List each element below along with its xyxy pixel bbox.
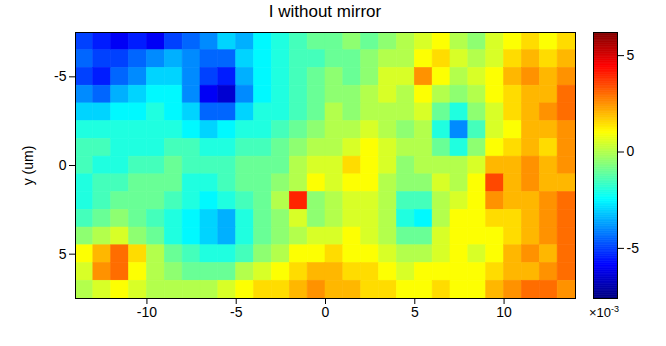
svg-text:5: 5: [59, 246, 67, 262]
html-text:×10-3: ×10-3: [589, 304, 620, 321]
svg-text:10: 10: [496, 304, 512, 320]
svg-text:0: 0: [322, 304, 330, 320]
svg-text:0: 0: [59, 157, 67, 173]
svg-text:5: 5: [411, 304, 419, 320]
svg-text:-5: -5: [54, 68, 67, 84]
svg-text:-5: -5: [230, 304, 243, 320]
html-text:I without mirror: I without mirror: [268, 2, 382, 21]
svg-text:-10: -10: [137, 304, 157, 320]
svg-text:-5: -5: [627, 240, 640, 256]
svg-text:0: 0: [627, 143, 635, 159]
svg-text:y (um): y (um): [20, 146, 36, 186]
svg-text:5: 5: [627, 47, 635, 63]
